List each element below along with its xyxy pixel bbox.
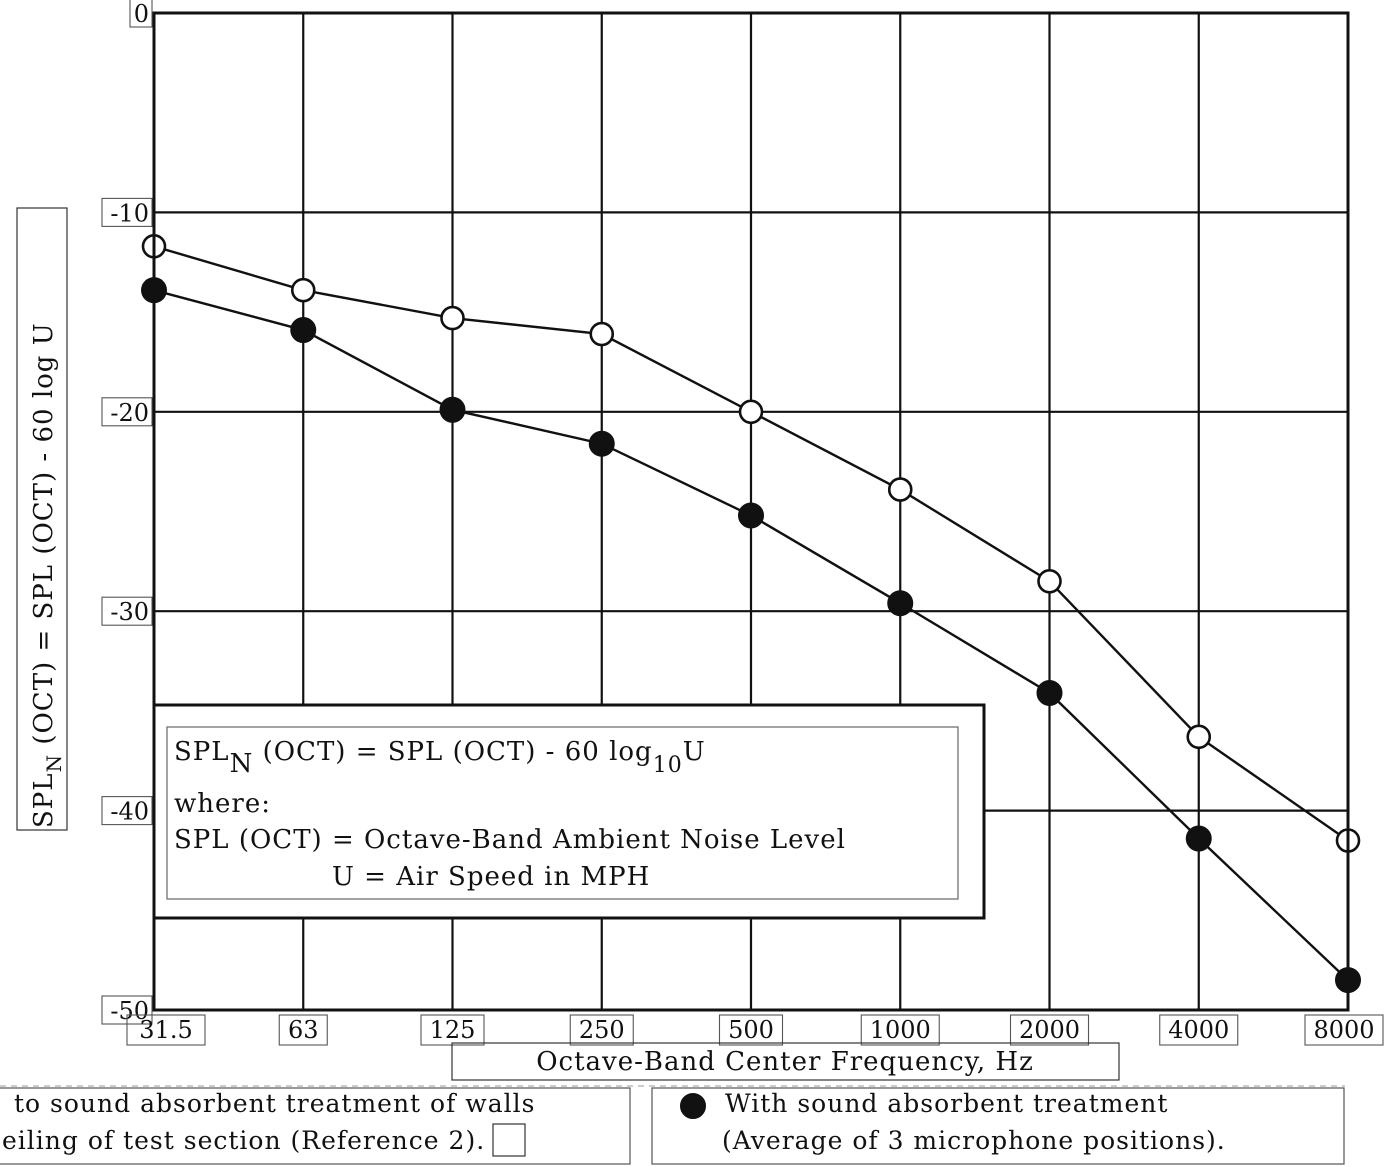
x-tick-label: 500 xyxy=(728,1016,774,1044)
y-tick-label: -30 xyxy=(110,598,149,626)
point-filled-circle-4000 xyxy=(1187,827,1211,851)
x-tick-8000: 8000 xyxy=(1305,1015,1383,1045)
x-tick-500: 500 xyxy=(720,1015,783,1045)
y-tick-label: -20 xyxy=(110,399,149,427)
x-tick-label: 250 xyxy=(579,1016,625,1044)
x-tick-label: 1000 xyxy=(870,1016,931,1044)
x-tick-label: 8000 xyxy=(1313,1016,1374,1044)
y-tick--40: -40 xyxy=(102,797,152,826)
point-open-circle-125 xyxy=(442,307,464,329)
x-tick-label: 31.5 xyxy=(139,1016,192,1044)
point-open-circle-63 xyxy=(292,279,314,301)
y-tick--20: -20 xyxy=(102,398,152,427)
legend-filled-marker xyxy=(681,1094,705,1118)
point-open-circle-500 xyxy=(740,401,762,423)
y-tick-label: -10 xyxy=(110,199,149,227)
x-tick-labels: 31.5 63 125 250 500 1000 2000 4000 8000 xyxy=(127,1015,1383,1045)
x-tick-label: 63 xyxy=(288,1016,319,1044)
y-tick-labels: 0-10-20-30-40-50 xyxy=(102,0,152,1025)
y-tick-label: 0 xyxy=(134,0,149,28)
legend-reference-number: 2 xyxy=(449,1126,466,1155)
point-filled-circle-250 xyxy=(590,432,614,456)
formula-spl-definition: SPL (OCT) = Octave-Band Ambient Noise Le… xyxy=(174,825,846,855)
point-filled-circle-63 xyxy=(291,318,315,342)
x-tick-63: 63 xyxy=(279,1015,327,1045)
y-tick--10: -10 xyxy=(102,198,152,227)
point-open-circle-1000 xyxy=(889,479,911,501)
x-tick-250: 250 xyxy=(570,1015,633,1045)
y-axis-title: SPLN (OCT) = SPL (OCT) - 60 log U xyxy=(29,322,66,828)
point-filled-circle-500 xyxy=(739,503,763,527)
x-tick-125: 125 xyxy=(421,1015,484,1045)
x-tick-1000: 1000 xyxy=(861,1015,939,1045)
legend-open-line1: to sound absorbent treatment of walls xyxy=(14,1089,535,1118)
x-tick-2000: 2000 xyxy=(1011,1015,1089,1045)
x-tick-label: 125 xyxy=(430,1016,476,1044)
legend-filled-line2: (Average of 3 microphone positions). xyxy=(722,1126,1226,1155)
y-tick-label: -40 xyxy=(110,798,149,826)
point-open-circle-4000 xyxy=(1188,726,1210,748)
x-tick-4000: 4000 xyxy=(1160,1015,1238,1045)
point-filled-circle-1000 xyxy=(888,591,912,615)
formula-where: where: xyxy=(174,789,271,819)
point-open-circle-250 xyxy=(591,323,613,345)
legend: to sound absorbent treatment of walls ei… xyxy=(0,1086,1345,1164)
x-tick-label: 2000 xyxy=(1019,1016,1080,1044)
legend-filled-line1: With sound absorbent treatment xyxy=(725,1089,1168,1118)
x-tick-label: 4000 xyxy=(1168,1016,1229,1044)
legend-open-line2: eiling of test section (Reference 2). xyxy=(2,1126,485,1155)
formula-u-definition: U = Air Speed in MPH xyxy=(332,862,650,892)
point-filled-circle-125 xyxy=(441,398,465,422)
reference-box xyxy=(493,1124,525,1156)
y-tick-0: 0 xyxy=(130,0,152,28)
formula-box: SPLN (OCT) = SPL (OCT) - 60 log10U where… xyxy=(154,705,984,918)
y-axis-title-group: SPLN (OCT) = SPL (OCT) - 60 log U xyxy=(17,208,67,830)
point-open-circle-2000 xyxy=(1039,570,1061,592)
x-tick-31.5: 31.5 xyxy=(127,1015,205,1045)
y-tick--30: -30 xyxy=(102,597,152,626)
point-filled-circle-2000 xyxy=(1038,681,1062,705)
x-axis-title: Octave-Band Center Frequency, Hz xyxy=(536,1047,1034,1077)
